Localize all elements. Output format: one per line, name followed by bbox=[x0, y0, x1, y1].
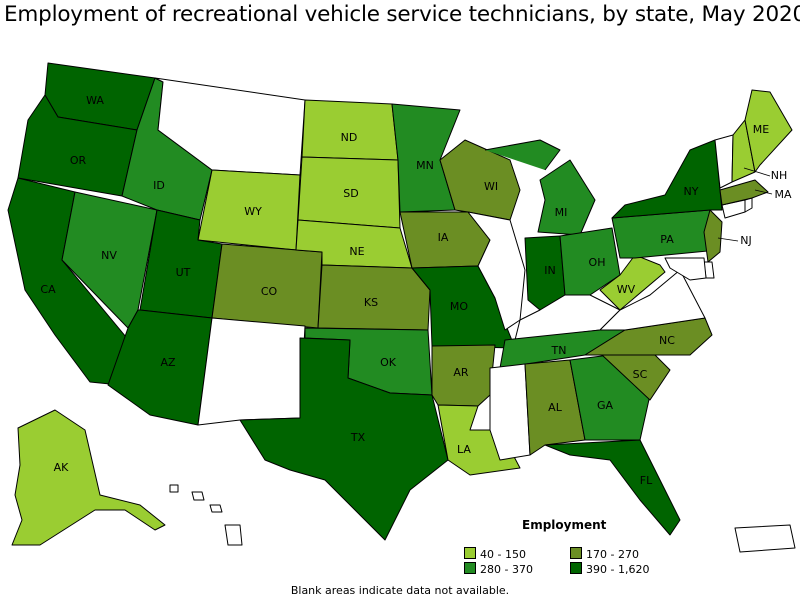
state-fl[interactable] bbox=[544, 439, 681, 536]
label-wa: WA bbox=[86, 94, 104, 107]
label-ak: AK bbox=[54, 461, 70, 474]
label-nj: NJ bbox=[740, 234, 751, 247]
state-tx[interactable] bbox=[239, 337, 449, 541]
legend-label-bin-3: 390 - 1,620 bbox=[586, 563, 650, 576]
legend-title: Employment bbox=[522, 518, 607, 532]
label-ok: OK bbox=[380, 356, 397, 369]
state-me[interactable] bbox=[744, 89, 793, 173]
label-ca: CA bbox=[40, 283, 56, 296]
legend-label-bin-2: 280 - 370 bbox=[480, 563, 533, 576]
legend-label-bin-1: 170 - 270 bbox=[586, 548, 639, 561]
label-wv: WV bbox=[617, 283, 636, 296]
leader-nj bbox=[717, 237, 739, 242]
label-or: OR bbox=[70, 154, 87, 167]
state-wi[interactable] bbox=[439, 139, 521, 221]
label-az: AZ bbox=[160, 356, 176, 369]
legend-swatch-bin-2 bbox=[464, 562, 476, 574]
state-ri[interactable] bbox=[744, 197, 753, 213]
label-fl: FL bbox=[640, 474, 653, 487]
state-ms[interactable] bbox=[489, 363, 531, 461]
state-il[interactable] bbox=[467, 211, 526, 331]
state-ks[interactable] bbox=[317, 264, 431, 331]
legend-swatch-bin-3 bbox=[570, 562, 582, 574]
legend-swatch-bin-0 bbox=[464, 547, 476, 559]
label-ks: KS bbox=[364, 296, 378, 309]
label-mn: MN bbox=[416, 159, 434, 172]
label-la: LA bbox=[457, 443, 471, 456]
map-title: Employment of recreational vehicle servi… bbox=[4, 2, 800, 27]
label-nd: ND bbox=[341, 131, 358, 144]
label-sc: SC bbox=[633, 368, 648, 381]
state-al[interactable] bbox=[524, 359, 586, 456]
label-sd: SD bbox=[343, 187, 358, 200]
label-wi: WI bbox=[484, 180, 498, 193]
label-al: AL bbox=[548, 401, 563, 414]
label-nh: NH bbox=[771, 169, 788, 182]
state-wv[interactable] bbox=[599, 254, 666, 311]
label-oh: OH bbox=[589, 256, 606, 269]
label-me: ME bbox=[753, 123, 769, 136]
label-ga: GA bbox=[597, 399, 614, 412]
legend-label-bin-0: 40 - 150 bbox=[480, 548, 526, 561]
legend-item-bin-1: 170 - 270 bbox=[570, 547, 639, 561]
state-oh[interactable] bbox=[559, 227, 621, 296]
state-nm[interactable] bbox=[197, 317, 306, 426]
label-nv: NV bbox=[101, 249, 117, 262]
label-in: IN bbox=[544, 264, 555, 277]
legend: Employment 40 - 150 170 - 270 280 - 370 … bbox=[462, 518, 672, 576]
state-ma[interactable] bbox=[719, 179, 769, 206]
label-ny: NY bbox=[684, 185, 699, 198]
label-tx: TX bbox=[350, 431, 366, 444]
state-nj[interactable] bbox=[703, 209, 723, 263]
label-pa: PA bbox=[660, 233, 674, 246]
label-ut: UT bbox=[176, 266, 191, 279]
label-ar: AR bbox=[453, 366, 469, 379]
legend-swatch-bin-1 bbox=[570, 547, 582, 559]
label-ma: MA bbox=[774, 188, 791, 201]
label-wy: WY bbox=[244, 205, 262, 218]
label-nc: NC bbox=[659, 334, 675, 347]
state-hi[interactable] bbox=[169, 484, 243, 546]
label-ia: IA bbox=[438, 231, 449, 244]
state-pr[interactable] bbox=[734, 524, 796, 553]
state-ny[interactable] bbox=[611, 139, 723, 219]
legend-item-bin-0: 40 - 150 bbox=[464, 547, 526, 561]
label-ne: NE bbox=[349, 245, 364, 258]
legend-item-bin-2: 280 - 370 bbox=[464, 562, 533, 576]
footnote: Blank areas indicate data not available. bbox=[290, 584, 510, 597]
leader-nh bbox=[743, 167, 771, 177]
label-co: CO bbox=[261, 285, 278, 298]
label-mo: MO bbox=[450, 300, 468, 313]
state-md[interactable] bbox=[664, 257, 707, 281]
legend-item-bin-3: 390 - 1,620 bbox=[570, 562, 649, 576]
state-nd[interactable] bbox=[301, 99, 399, 161]
leader-ma bbox=[754, 189, 773, 195]
label-tn: TN bbox=[551, 344, 567, 357]
label-id: ID bbox=[153, 179, 165, 192]
label-mi: MI bbox=[555, 206, 568, 219]
state-ak[interactable] bbox=[11, 409, 166, 546]
